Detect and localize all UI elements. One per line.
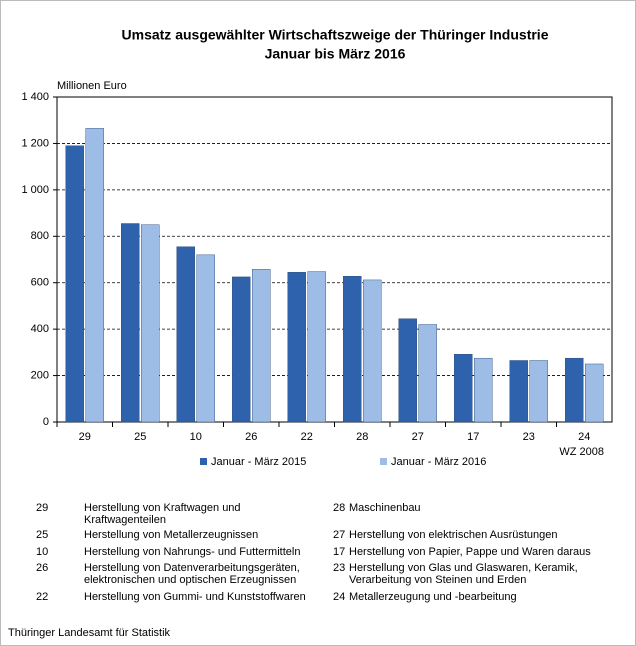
bar [585,363,604,423]
y-tick-label: 400 [31,323,49,335]
x-tick-label: 23 [523,431,535,443]
note-code: 10 [36,546,48,558]
x-tick-label: 25 [134,431,146,443]
y-tick-label: 1 400 [21,91,49,103]
legend-swatch [200,458,207,465]
note-code: 28 [333,502,345,514]
legend-swatch [380,458,387,465]
y-tick-label: 200 [31,369,49,381]
bar [196,254,215,423]
bar [454,354,473,423]
y-axis-label: Millionen Euro [57,80,127,92]
note-code: 27 [333,529,345,541]
bar [509,360,528,423]
bar [85,128,104,423]
x-tick-label: 29 [79,431,91,443]
note-code: 25 [36,529,48,541]
bar [252,269,271,423]
x-tick-label: 27 [412,431,424,443]
x-tick-label: 10 [190,431,202,443]
bar [307,271,326,423]
y-tick-label: 1 000 [21,184,49,196]
note-code: 17 [333,546,345,558]
bar [343,276,362,423]
bar [65,145,84,423]
note-text: Maschinenbau [349,502,421,514]
y-tick-label: 1 200 [21,137,49,149]
x-tick-label: 24 [578,431,590,443]
legend-label: Januar - März 2015 [211,456,306,468]
note-code: 29 [36,502,48,514]
note-text: Herstellung von Gummi- und Kunststoffwar… [84,591,306,603]
note-code: 24 [333,591,345,603]
y-tick-label: 800 [31,230,49,242]
bar [418,324,437,423]
note-code: 23 [333,562,345,574]
note-text: Metallerzeugung und -bearbeitung [349,591,517,603]
note-text: Herstellung von Glas und Glaswaren, Kera… [349,562,578,574]
note-text: Herstellung von Nahrungs- und Futtermitt… [84,546,300,558]
chart-subtitle: Januar bis März 2016 [265,46,406,62]
bar [398,318,417,423]
y-tick-label: 0 [43,416,49,428]
note-text: Verarbeitung von Steinen und Erden [349,574,526,586]
note-text: Herstellung von elektrischen Ausrüstunge… [349,529,558,541]
bar [141,224,160,423]
bar [232,276,251,423]
x-tick-label: 22 [301,431,313,443]
note-text: elektronischen und optischen Erzeugnisse… [84,574,296,586]
note-text: Herstellung von Kraftwagen und [84,502,241,514]
bar [121,223,140,423]
bar [529,360,548,423]
note-text: Herstellung von Papier, Pappe und Waren … [349,546,591,558]
chart-title: Umsatz ausgewählter Wirtschaftszweige de… [122,27,549,43]
x-tick-label: 28 [356,431,368,443]
footer: Thüringer Landesamt für Statistik [8,627,171,639]
note-code: 22 [36,591,48,603]
legend-label: Januar - März 2016 [391,456,486,468]
x-tick-label: 17 [467,431,479,443]
note-text: Kraftwagenteilen [84,514,166,526]
y-tick-label: 600 [31,277,49,289]
bar [176,246,195,423]
bar [565,357,584,423]
plot-area [56,96,613,423]
x-axis-label: WZ 2008 [559,446,604,458]
bar [363,279,382,423]
bar [287,272,306,423]
bar [474,357,493,423]
x-tick-label: 26 [245,431,257,443]
note-code: 26 [36,562,48,574]
note-text: Herstellung von Datenverarbeitungsgeräte… [84,562,300,574]
note-text: Herstellung von Metallerzeugnissen [84,529,258,541]
